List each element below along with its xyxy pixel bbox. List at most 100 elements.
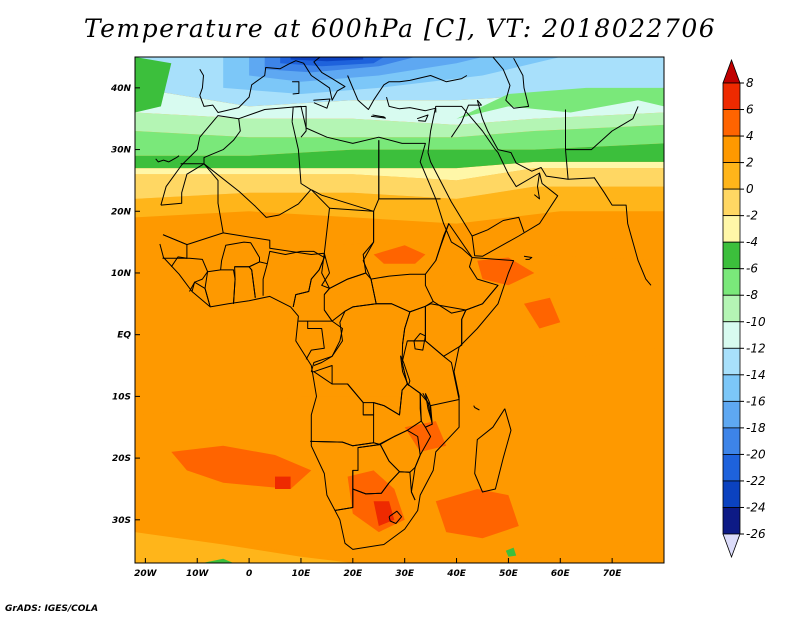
border-balkans-turkey bbox=[347, 75, 468, 110]
field-warm-0to2-north-belt bbox=[135, 186, 664, 224]
colorbar-label: -18 bbox=[746, 421, 766, 435]
credit-label: GrADS: IGES/COLA bbox=[5, 604, 99, 614]
colorbar-swatch bbox=[722, 533, 741, 559]
colorbar-swatch bbox=[722, 135, 741, 163]
field-hot-4to6-south-indian bbox=[435, 489, 519, 539]
colorbar-label: -2 bbox=[746, 209, 758, 223]
map-title: Temperature at 600hPa [C], VT: 201802270… bbox=[83, 14, 717, 43]
lat-tick-label: EQ bbox=[117, 331, 131, 341]
colorbar-label: -6 bbox=[746, 262, 758, 276]
colorbar-swatch bbox=[722, 215, 741, 243]
field-green-south-dot bbox=[505, 547, 517, 557]
border-lake-malawi bbox=[424, 393, 433, 422]
border-lake-victoria bbox=[413, 332, 426, 351]
border-turkey-south bbox=[386, 96, 437, 113]
field-hot-4to6-arabian-sea bbox=[524, 297, 561, 329]
colorbar-label: 0 bbox=[746, 182, 754, 196]
lat-tick-label: 20S bbox=[112, 454, 131, 464]
border-canary-islands bbox=[155, 155, 180, 163]
lat-tick-label: 10N bbox=[111, 269, 132, 279]
axis-ticks: 40N 30N 20N 10N EQ 10S 20S 30S 20W 10W 0 10E 20E 30E 4… bbox=[110, 84, 622, 579]
border-tunisia-border bbox=[291, 105, 307, 138]
border-lesotho bbox=[388, 510, 403, 524]
colorbar-label: 4 bbox=[746, 129, 754, 143]
field-hot-4to6-mozambique bbox=[404, 421, 447, 452]
colorbar-swatch bbox=[722, 321, 741, 349]
border-iraq-syria-border bbox=[450, 99, 482, 138]
lon-tick-label: 40E bbox=[446, 569, 467, 579]
border-lake-tanganyika bbox=[400, 355, 411, 386]
field-warm-0to2-coast bbox=[135, 532, 353, 563]
border-europe-south bbox=[199, 57, 346, 113]
colorbar-label: 6 bbox=[746, 103, 754, 117]
lat-tick-label: 40N bbox=[110, 84, 132, 94]
colorbar-label: -14 bbox=[746, 368, 766, 382]
border-ethiopia-border bbox=[432, 223, 499, 314]
lat-tick-label: 10S bbox=[112, 392, 131, 402]
border-car-border bbox=[323, 272, 377, 322]
lon-tick-label: 10W bbox=[186, 569, 210, 579]
lon-tick-label: 60E bbox=[551, 569, 571, 579]
field-cool-m2to0-band bbox=[135, 168, 664, 199]
border-sicily bbox=[313, 98, 331, 109]
border-cyprus bbox=[416, 114, 429, 122]
colorbar-swatch bbox=[722, 82, 741, 110]
border-algeria-border bbox=[203, 121, 312, 218]
colorbar-label: -20 bbox=[746, 447, 766, 461]
colorbar-swatch bbox=[722, 480, 741, 508]
colorbar-swatch bbox=[722, 454, 741, 482]
colorbar-swatch bbox=[722, 109, 741, 137]
border-guinea-border bbox=[170, 256, 209, 292]
border-india-west bbox=[593, 177, 652, 286]
colorbar-swatch bbox=[722, 58, 741, 84]
border-arabia bbox=[427, 105, 559, 257]
lon-tick-label: 20E bbox=[343, 569, 363, 579]
colorbar-swatch bbox=[722, 507, 741, 535]
colorbar-swatch bbox=[722, 241, 741, 270]
colorbar-label: 8 bbox=[746, 76, 754, 90]
colorbar-swatch bbox=[722, 162, 741, 190]
field-green-m8tom6-band bbox=[135, 124, 664, 156]
colorbar-label: -24 bbox=[746, 500, 766, 514]
colorbar-label: -26 bbox=[746, 527, 766, 541]
colorbar-swatch bbox=[722, 294, 741, 323]
field-hot-4to6-somalia bbox=[477, 257, 535, 286]
lon-tick-label: 70E bbox=[603, 569, 623, 579]
colorbar-label: 2 bbox=[746, 156, 754, 170]
colorbar-label: -22 bbox=[746, 474, 766, 488]
lat-tick-label: 30N bbox=[111, 146, 132, 156]
border-iran-border bbox=[476, 100, 499, 150]
border-caspian bbox=[492, 57, 530, 109]
border-sardinia bbox=[292, 81, 300, 95]
border-crete bbox=[370, 114, 386, 119]
political-borders bbox=[155, 57, 652, 550]
colorbar-swatch bbox=[722, 347, 741, 376]
border-mauritania-border bbox=[160, 163, 224, 246]
lon-tick-label: 0 bbox=[246, 569, 252, 579]
colorbar-swatch bbox=[722, 374, 741, 402]
field-green-m10tom8-band bbox=[135, 112, 664, 138]
border-congo-gabon-border bbox=[298, 320, 343, 366]
field-green-mid-east bbox=[456, 87, 664, 119]
field-warm-2to4-south-band bbox=[135, 384, 664, 563]
field-hot-6to8-angola-core bbox=[275, 476, 291, 489]
border-madagascar bbox=[474, 408, 512, 493]
lat-tick-label: 30S bbox=[112, 516, 131, 526]
colorbar: 8 6 4 2 0 -2 -4 -6 -8 -10 -12 -14 -16 -18 -20 -22 -24 -26 bbox=[722, 58, 766, 559]
map-frame bbox=[134, 56, 665, 564]
border-gabon-border bbox=[305, 321, 325, 360]
colorbar-label: -4 bbox=[746, 235, 758, 249]
border-oman-border bbox=[533, 172, 540, 200]
field-hot-6to8-kalahari-core bbox=[373, 501, 395, 526]
colorbar-label: -12 bbox=[746, 341, 766, 355]
border-burkina-border bbox=[220, 241, 260, 270]
field-green-southwest-dot bbox=[202, 558, 234, 563]
border-pakistan-border bbox=[565, 106, 639, 151]
lon-tick-label: 30E bbox=[395, 569, 415, 579]
colorbar-swatch bbox=[722, 268, 741, 296]
lon-tick-label: 50E bbox=[499, 569, 519, 579]
colorbar-label: -16 bbox=[746, 394, 766, 408]
colorbar-swatch bbox=[722, 427, 741, 455]
border-persian-gulf-east bbox=[497, 149, 595, 180]
